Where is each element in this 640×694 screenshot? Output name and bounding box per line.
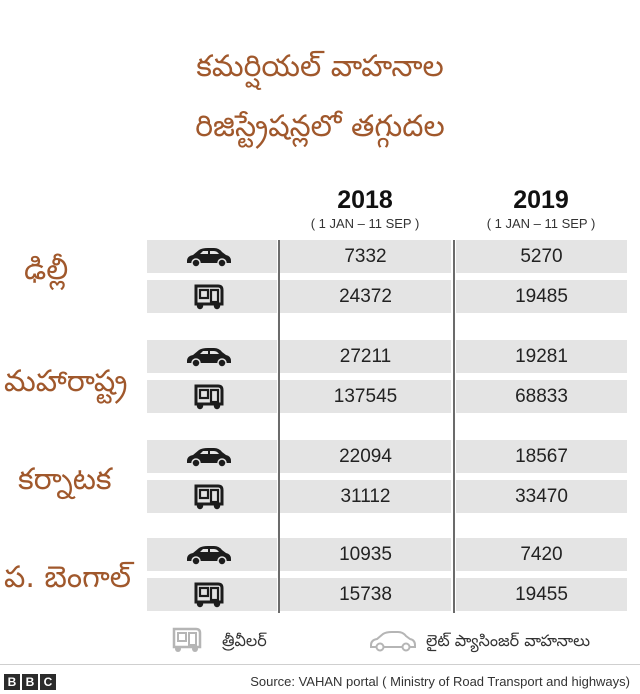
bbc-logo: B B C [4,674,56,690]
data-label: 5270 [520,245,563,267]
car-icon [187,348,231,368]
three-wheeler-icon [194,582,224,608]
value-cell: 7420 [456,538,627,571]
value-cell: 68833 [456,380,627,413]
three-wheeler-legend-icon [172,627,202,652]
three-wheeler-icon [194,284,224,310]
value-cell: 15738 [280,578,451,611]
data-label: 10935 [339,543,392,565]
data-label: 33470 [515,485,568,507]
value-cell: 22094 [280,440,451,473]
column-header-2019: 2019 ( 1 JAN – 11 SEP ) [456,186,626,232]
legend-three-wheeler-label: త్రీవీలర్ [222,631,267,650]
value-cell: 19485 [456,280,627,313]
data-label: 7332 [344,245,387,267]
data-label: 31112 [340,485,391,507]
car-icon [187,448,231,468]
car-icon [187,248,231,268]
data-label: 18567 [515,445,568,467]
data-label: 19281 [515,345,568,367]
legend-car-label: లైట్ ప్యాసింజర్ వాహనాలు [426,631,591,650]
data-label: 137545 [333,385,398,407]
data-label: 68833 [515,385,568,407]
data-label: 19485 [515,285,568,307]
data-label: 24372 [339,285,392,307]
data-label: 15738 [339,583,392,605]
column-date-range: ( 1 JAN – 11 SEP ) [486,216,596,231]
value-cell: 18567 [456,440,627,473]
value-cell: 19281 [456,340,627,373]
chart-title-line-2: రిజిస్ట్రేషన్లలో తగ్గుదల [195,109,445,144]
value-cell: 5270 [456,240,627,273]
column-date-range: ( 1 JAN – 11 SEP ) [310,216,420,231]
column-divider [278,240,280,613]
state-label: ప. బెంగాల్ [4,560,132,595]
bbc-logo-letter: B [4,674,20,690]
value-cell: 27211 [280,340,451,373]
data-label: 19455 [515,583,568,605]
column-header-2018: 2018 ( 1 JAN – 11 SEP ) [280,186,450,232]
source-note: Source: VAHAN portal ( Ministry of Road … [250,674,630,689]
value-cell: 31112 [280,480,451,513]
column-year: 2018 [337,186,393,214]
value-cell: 7332 [280,240,451,273]
chart-title-line-1: కమర్షియల్ వాహనాల [196,49,444,84]
value-cell: 137545 [280,380,451,413]
data-label: 22094 [339,445,392,467]
state-label: కర్నాటక [18,462,112,497]
data-label: 7420 [520,543,563,565]
column-divider [453,240,455,613]
footer-divider [0,664,640,665]
car-legend-icon [370,631,416,652]
value-cell: 10935 [280,538,451,571]
value-cell: 33470 [456,480,627,513]
bbc-logo-letter: C [40,674,56,690]
car-icon [187,546,231,566]
value-cell: 24372 [280,280,451,313]
three-wheeler-icon [194,384,224,410]
state-label: మహారాష్ట్ర [4,364,128,399]
three-wheeler-icon [194,484,224,510]
value-cell: 19455 [456,578,627,611]
state-label: ఢిల్లీ [24,252,69,287]
data-label: 27211 [339,345,392,367]
bbc-logo-letter: B [22,674,38,690]
column-year: 2019 [513,186,569,214]
